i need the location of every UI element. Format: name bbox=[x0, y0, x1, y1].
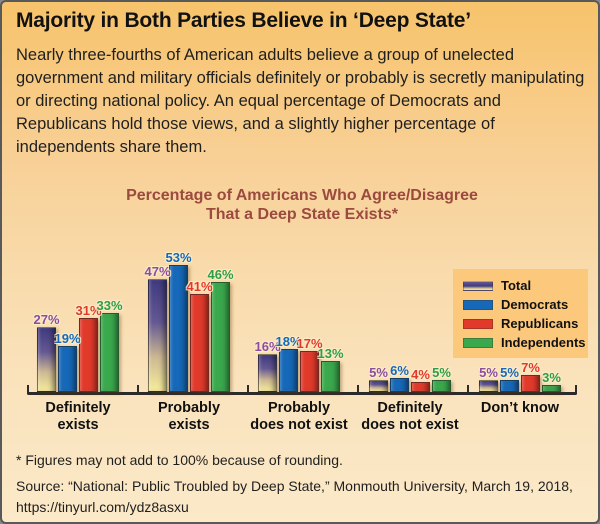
legend-label: Republicans bbox=[501, 316, 579, 331]
value-label: 6% bbox=[390, 363, 409, 378]
bar-democrats: 6% bbox=[390, 363, 409, 392]
bar-independents: 13% bbox=[317, 346, 344, 392]
category-label-line: does not exist bbox=[250, 417, 348, 433]
legend-label: Democrats bbox=[501, 297, 569, 312]
bar-group: 16% 18% 17% 13% bbox=[254, 334, 344, 392]
value-label: 33% bbox=[96, 298, 123, 313]
bar-democrats: 5% bbox=[500, 365, 519, 392]
page-title: Majority in Both Parties Believe in ‘Dee… bbox=[16, 9, 471, 32]
x-axis-tick bbox=[27, 385, 29, 394]
bar-republicans: 7% bbox=[521, 360, 540, 392]
category-label: Don’t know bbox=[460, 400, 580, 417]
legend-label: Total bbox=[501, 278, 532, 293]
bar-republicans: 4% bbox=[411, 367, 430, 392]
legend-row: Total bbox=[463, 278, 578, 293]
legend-swatch-republicans bbox=[463, 318, 493, 329]
x-axis-tick bbox=[357, 385, 359, 394]
category-label-line: does not exist bbox=[361, 417, 459, 433]
value-label: 16% bbox=[254, 339, 281, 354]
value-label: 46% bbox=[207, 267, 234, 282]
bar-group: 27% 19% 31% 33% bbox=[33, 298, 123, 392]
legend-swatch-democrats bbox=[463, 299, 493, 310]
value-label: 13% bbox=[317, 346, 344, 361]
footnote: * Figures may not add to 100% because of… bbox=[16, 452, 343, 468]
bar-independents: 5% bbox=[432, 365, 451, 392]
value-label: 7% bbox=[521, 360, 540, 375]
bar-total: 5% bbox=[369, 365, 388, 392]
category-label-line: Probably bbox=[157, 400, 221, 416]
category-label: Probably does not exist bbox=[239, 400, 359, 434]
legend-swatch-independents bbox=[463, 337, 493, 348]
intro-paragraph: Nearly three-fourths of American adults … bbox=[16, 46, 585, 156]
category-label-line: Definitely bbox=[45, 400, 111, 416]
category-label-line: Don’t know bbox=[480, 400, 560, 416]
bar-group: 5% 6% 4% 5% bbox=[369, 363, 451, 392]
value-label: 27% bbox=[33, 312, 60, 327]
category-label: Definitely exists bbox=[18, 400, 138, 434]
chart-title-line-1: Percentage of Americans Who Agree/Disagr… bbox=[126, 187, 478, 204]
bar-total: 27% bbox=[33, 312, 60, 392]
bar-republicans: 31% bbox=[75, 303, 102, 392]
value-label: 18% bbox=[275, 334, 302, 349]
chart-title: Percentage of Americans Who Agree/Disagr… bbox=[2, 186, 598, 224]
category-label: Definitely does not exist bbox=[350, 400, 470, 434]
value-label: 41% bbox=[186, 279, 213, 294]
bar-democrats: 53% bbox=[165, 250, 192, 392]
bar-independents: 33% bbox=[96, 298, 123, 392]
category-label-line: Definitely bbox=[377, 400, 443, 416]
value-label: 5% bbox=[500, 365, 519, 380]
legend-row: Republicans bbox=[463, 316, 578, 331]
legend-row: Independents bbox=[463, 335, 586, 350]
category-label: Probably exists bbox=[129, 400, 249, 434]
value-label: 3% bbox=[542, 370, 561, 385]
x-axis-line bbox=[27, 392, 577, 395]
bar-independents: 3% bbox=[542, 370, 561, 392]
value-label: 47% bbox=[144, 264, 171, 279]
bar-republicans: 41% bbox=[186, 279, 213, 392]
bar-total: 47% bbox=[144, 264, 171, 392]
legend-row: Democrats bbox=[463, 297, 578, 312]
bar-group: 47% 53% 41% 46% bbox=[144, 250, 234, 392]
chart-title-line-2: That a Deep State Exists* bbox=[205, 206, 399, 223]
value-label: 19% bbox=[54, 331, 81, 346]
value-label: 5% bbox=[432, 365, 451, 380]
x-axis-tick bbox=[467, 385, 469, 394]
category-label-line: exists bbox=[57, 417, 99, 433]
bar-total: 5% bbox=[479, 365, 498, 392]
category-label-line: exists bbox=[168, 417, 210, 433]
source-text: Source: “National: Public Troubled by De… bbox=[16, 478, 573, 515]
bar-chart: 27% 19% 31% 33% 47% 53% 41% 46% 16% 18% 17% 13% 5% 6%… bbox=[27, 249, 577, 395]
value-label: 4% bbox=[411, 367, 430, 382]
bar-democrats: 19% bbox=[54, 331, 81, 392]
category-label-line: Probably bbox=[267, 400, 331, 416]
legend-swatch-total bbox=[463, 280, 493, 291]
bar-independents: 46% bbox=[207, 267, 234, 392]
value-label: 17% bbox=[296, 336, 323, 351]
value-label: 31% bbox=[75, 303, 102, 318]
bar-republicans: 17% bbox=[296, 336, 323, 392]
value-label: 5% bbox=[369, 365, 388, 380]
bar-group: 5% 5% 7% 3% bbox=[479, 360, 561, 392]
x-axis-tick bbox=[137, 385, 139, 394]
x-axis-tick bbox=[575, 385, 577, 394]
value-label: 53% bbox=[165, 250, 192, 265]
bar-total: 16% bbox=[254, 339, 281, 392]
bar-democrats: 18% bbox=[275, 334, 302, 392]
chart-legend: Total Democrats Republicans Independents bbox=[453, 269, 588, 358]
value-label: 5% bbox=[479, 365, 498, 380]
legend-label: Independents bbox=[501, 335, 586, 350]
x-axis-tick bbox=[247, 385, 249, 394]
